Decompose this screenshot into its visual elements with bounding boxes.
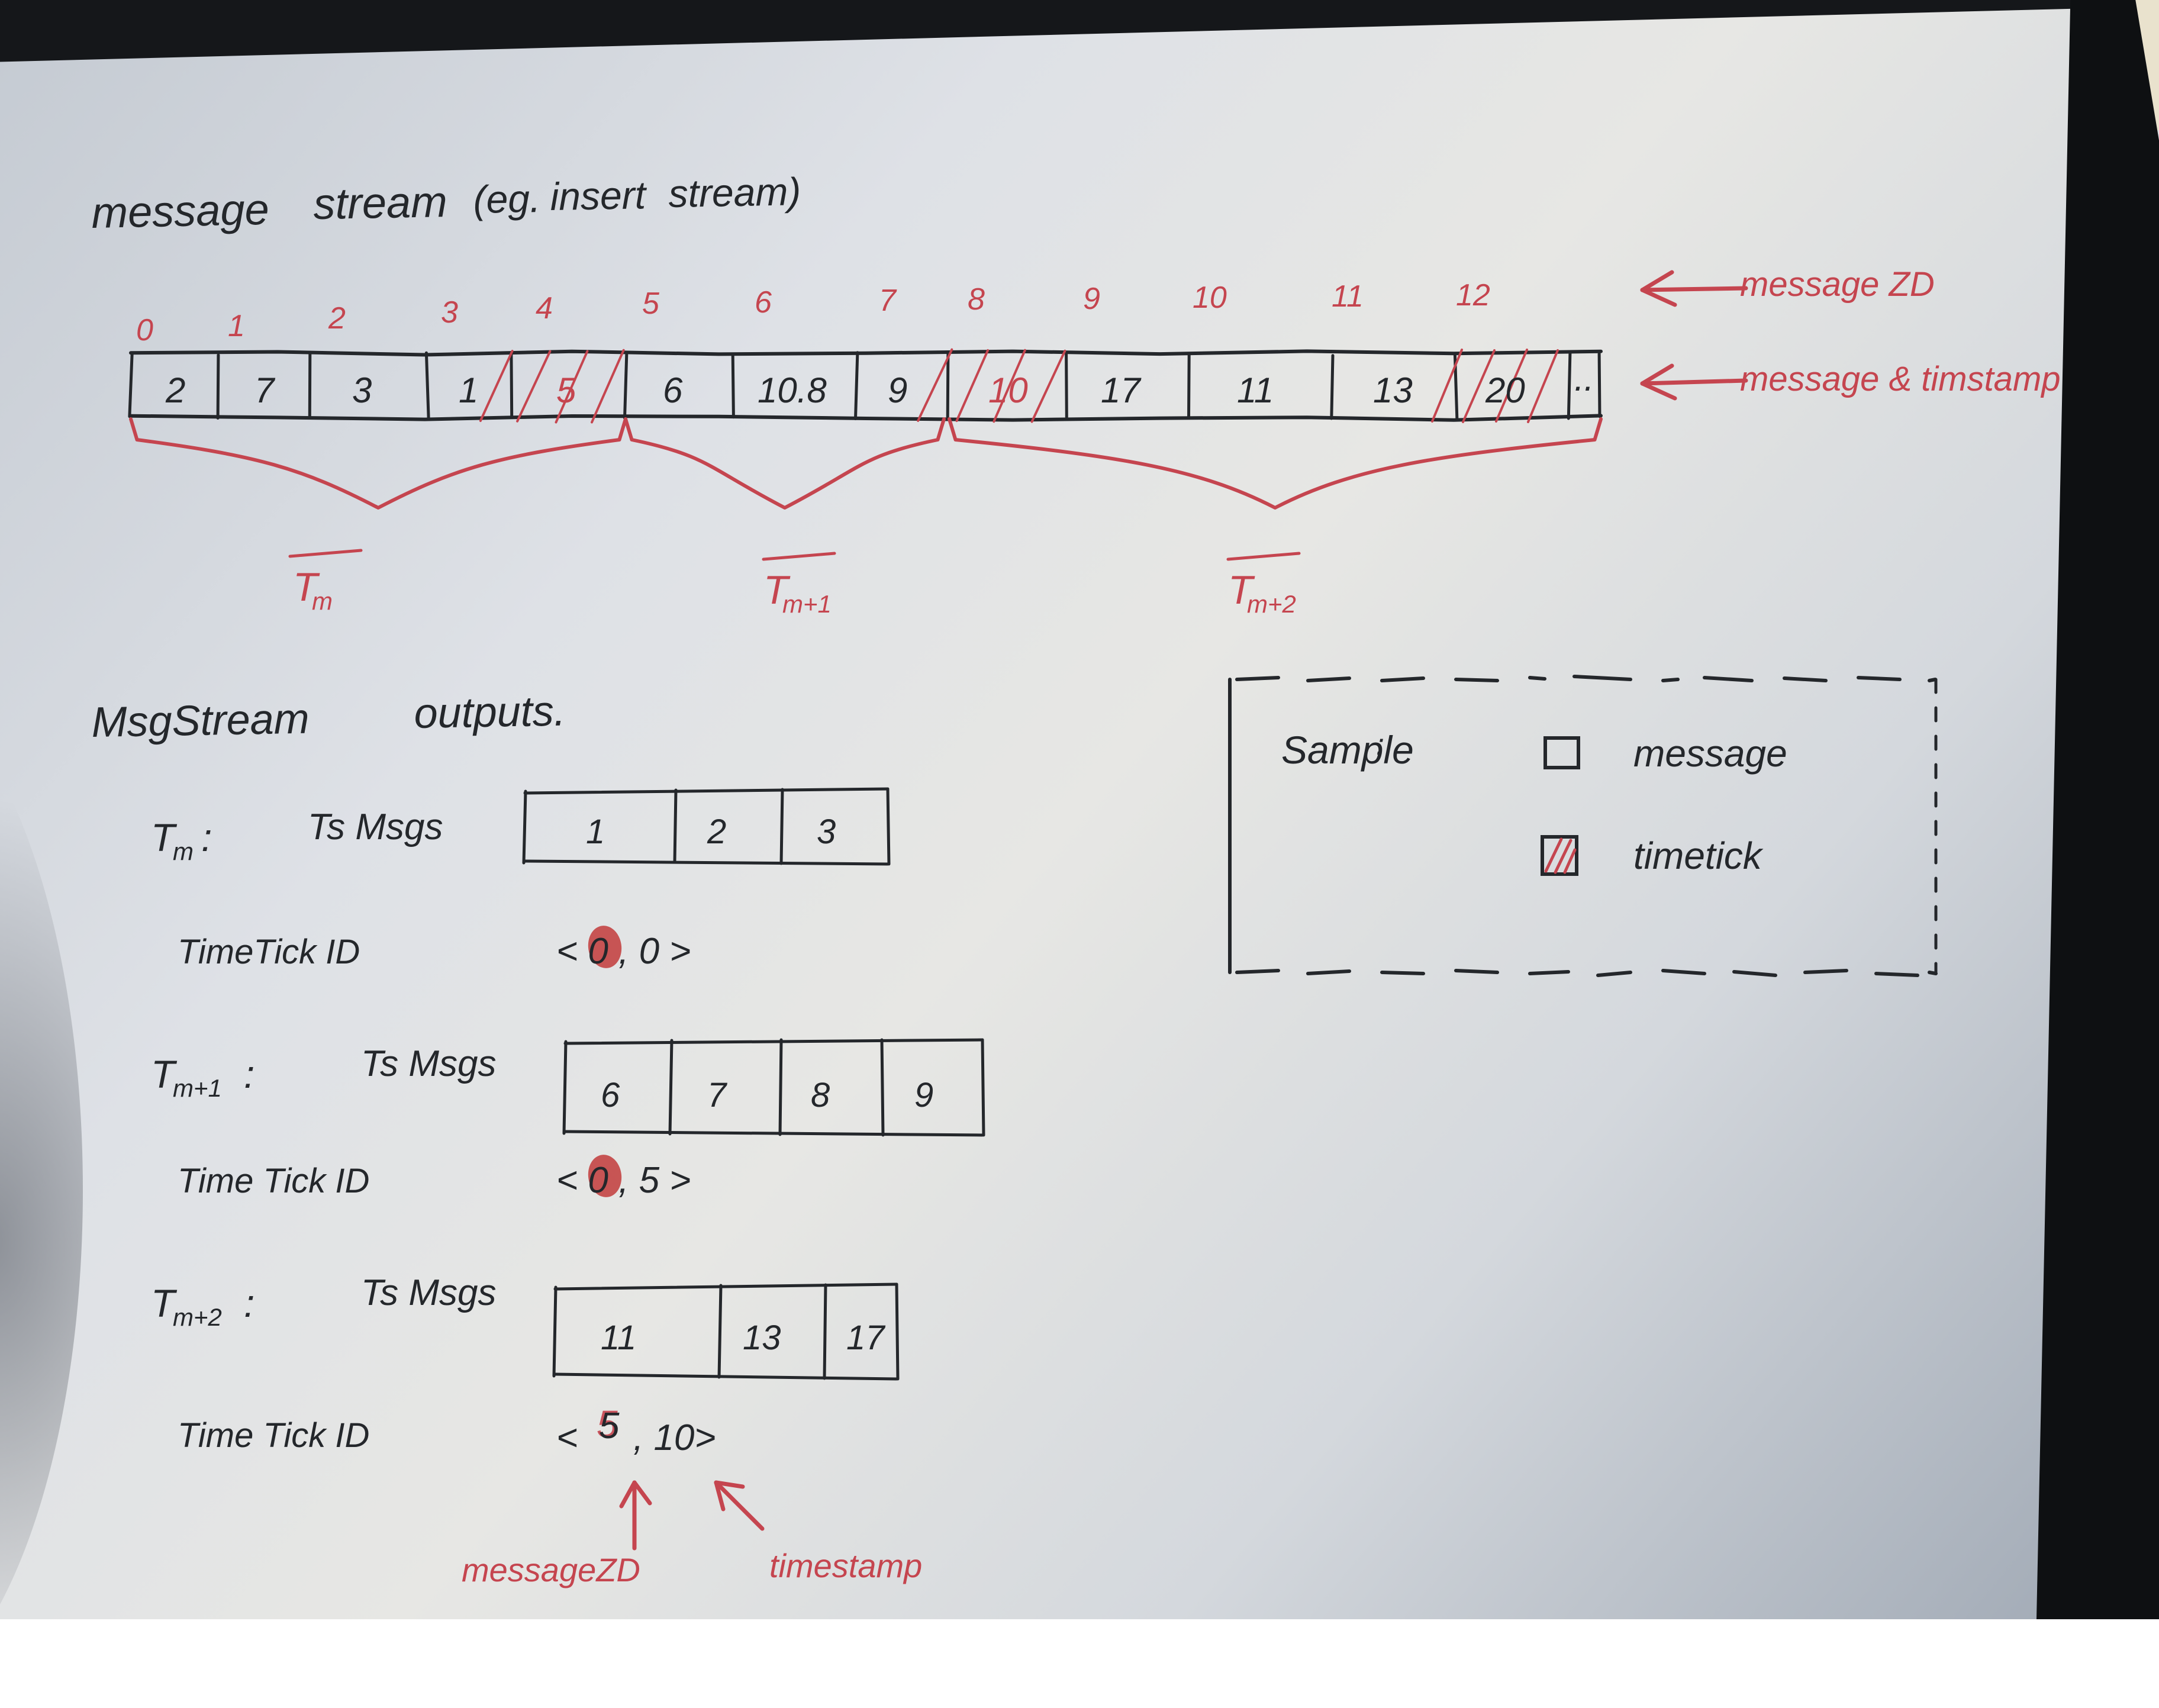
svg-text:1: 1 xyxy=(228,309,245,343)
svg-text:message & timstamp: message & timstamp xyxy=(1740,360,2061,398)
svg-text:6: 6 xyxy=(601,1076,620,1114)
svg-text:< 0 , 0 >: < 0 , 0 > xyxy=(556,931,691,972)
svg-text:1: 1 xyxy=(586,813,605,851)
svg-text:5: 5 xyxy=(642,286,660,321)
svg-text:m+1: m+1 xyxy=(782,590,832,618)
svg-text:7: 7 xyxy=(879,283,897,318)
svg-text::: : xyxy=(244,1281,254,1325)
svg-text:10: 10 xyxy=(1193,281,1227,315)
svg-text:9: 9 xyxy=(914,1076,933,1114)
svg-text::: : xyxy=(244,1052,254,1096)
svg-text:, 10>: , 10> xyxy=(633,1417,716,1458)
svg-text:5: 5 xyxy=(556,370,576,410)
svg-text:<: < xyxy=(556,1417,578,1458)
svg-text:Ts Msgs: Ts Msgs xyxy=(361,1043,497,1084)
svg-text:m+2: m+2 xyxy=(173,1303,222,1331)
svg-text:0: 0 xyxy=(136,313,153,347)
svg-text:5: 5 xyxy=(599,1406,620,1446)
svg-text:8: 8 xyxy=(968,282,985,317)
svg-text:messageZD: messageZD xyxy=(462,1551,640,1588)
svg-text:10.8: 10.8 xyxy=(758,370,827,410)
svg-text:11: 11 xyxy=(601,1319,636,1357)
svg-text:7: 7 xyxy=(254,370,276,410)
svg-text:message ZD: message ZD xyxy=(1740,265,1935,304)
svg-text:20: 20 xyxy=(1485,370,1525,410)
svg-text:11: 11 xyxy=(1237,370,1274,410)
svg-text:message: message xyxy=(91,185,270,237)
svg-text:9: 9 xyxy=(1083,282,1100,316)
svg-text:Time Tick ID: Time Tick ID xyxy=(178,1416,369,1455)
svg-text:stream): stream) xyxy=(668,169,801,215)
svg-text:TimeTick ID: TimeTick ID xyxy=(178,933,360,971)
svg-text:m+1: m+1 xyxy=(173,1074,222,1102)
svg-text:m: m xyxy=(312,587,333,615)
svg-text:12: 12 xyxy=(1456,278,1490,312)
svg-text:m+2: m+2 xyxy=(1247,590,1296,618)
svg-text:insert: insert xyxy=(550,173,647,218)
svg-text:outputs.: outputs. xyxy=(414,688,566,737)
svg-text:Ts Msgs: Ts Msgs xyxy=(361,1272,497,1313)
svg-text:17: 17 xyxy=(846,1319,886,1357)
svg-text:2: 2 xyxy=(328,301,346,336)
svg-text::: : xyxy=(1376,728,1384,761)
svg-text:8: 8 xyxy=(811,1076,830,1114)
svg-text:10: 10 xyxy=(988,370,1028,410)
svg-text:2: 2 xyxy=(707,813,726,851)
svg-text:stream: stream xyxy=(313,177,448,228)
svg-text:7: 7 xyxy=(707,1076,728,1114)
svg-text:2: 2 xyxy=(165,370,185,410)
svg-text:m: m xyxy=(173,837,194,865)
svg-text:MsgStream: MsgStream xyxy=(91,695,310,746)
svg-text:message: message xyxy=(1633,732,1787,775)
svg-text:timetick: timetick xyxy=(1633,834,1764,877)
svg-text:6: 6 xyxy=(663,370,683,410)
svg-text:3: 3 xyxy=(441,295,458,330)
svg-text:1: 1 xyxy=(459,370,478,410)
svg-text:3: 3 xyxy=(817,813,836,851)
svg-text:13: 13 xyxy=(743,1319,781,1357)
svg-text::: : xyxy=(201,816,212,859)
svg-text:9: 9 xyxy=(888,370,907,410)
svg-text:Sample: Sample xyxy=(1281,728,1414,772)
svg-text:Time Tick ID: Time Tick ID xyxy=(178,1162,369,1200)
svg-text:11: 11 xyxy=(1332,279,1364,314)
svg-text:17: 17 xyxy=(1101,370,1142,410)
svg-text:timestamp: timestamp xyxy=(769,1547,922,1584)
svg-text:6: 6 xyxy=(755,285,772,320)
svg-text:13: 13 xyxy=(1373,370,1413,410)
svg-text:3: 3 xyxy=(352,370,372,410)
svg-text:4: 4 xyxy=(536,291,553,326)
svg-text:(eg.: (eg. xyxy=(473,176,541,221)
svg-text:Ts Msgs: Ts Msgs xyxy=(308,807,443,847)
svg-text:..: .. xyxy=(1574,359,1594,398)
svg-text:< 0 , 5 >: < 0 , 5 > xyxy=(556,1160,691,1201)
